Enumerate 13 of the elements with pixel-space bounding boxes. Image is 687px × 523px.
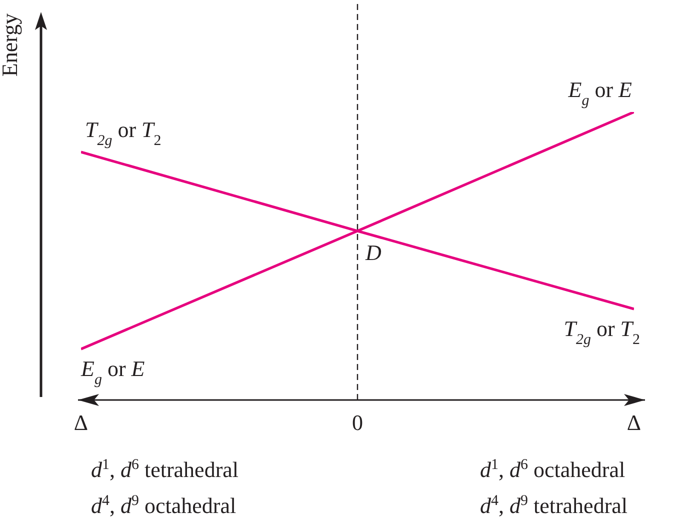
text: d$^{4}$, d$^{9}$ tetrahedral bbox=[480, 493, 628, 518]
annotation: T$_{2g}$ or T$_{2}$ bbox=[564, 316, 640, 348]
x-tick-label: Δ bbox=[74, 410, 88, 435]
x-tick-label: Δ bbox=[626, 410, 642, 435]
y-axis-title: Energy bbox=[0, 13, 22, 77]
text: d$^{4}$, d$^{9}$ octahedral bbox=[91, 493, 236, 518]
text: d$^{1}$, d$^{6}$ tetrahedral bbox=[91, 457, 239, 482]
text: E$_{g}$ or E bbox=[567, 77, 633, 109]
series-label: E$_{g}$ or E bbox=[80, 356, 146, 388]
x-tick-label: 0 bbox=[352, 410, 363, 435]
annotation: D bbox=[364, 240, 382, 265]
text: d$^{1}$, d$^{6}$ octahedral bbox=[480, 457, 626, 482]
series-label: T$_{2g}$ or T$_{2}$ bbox=[85, 117, 162, 150]
